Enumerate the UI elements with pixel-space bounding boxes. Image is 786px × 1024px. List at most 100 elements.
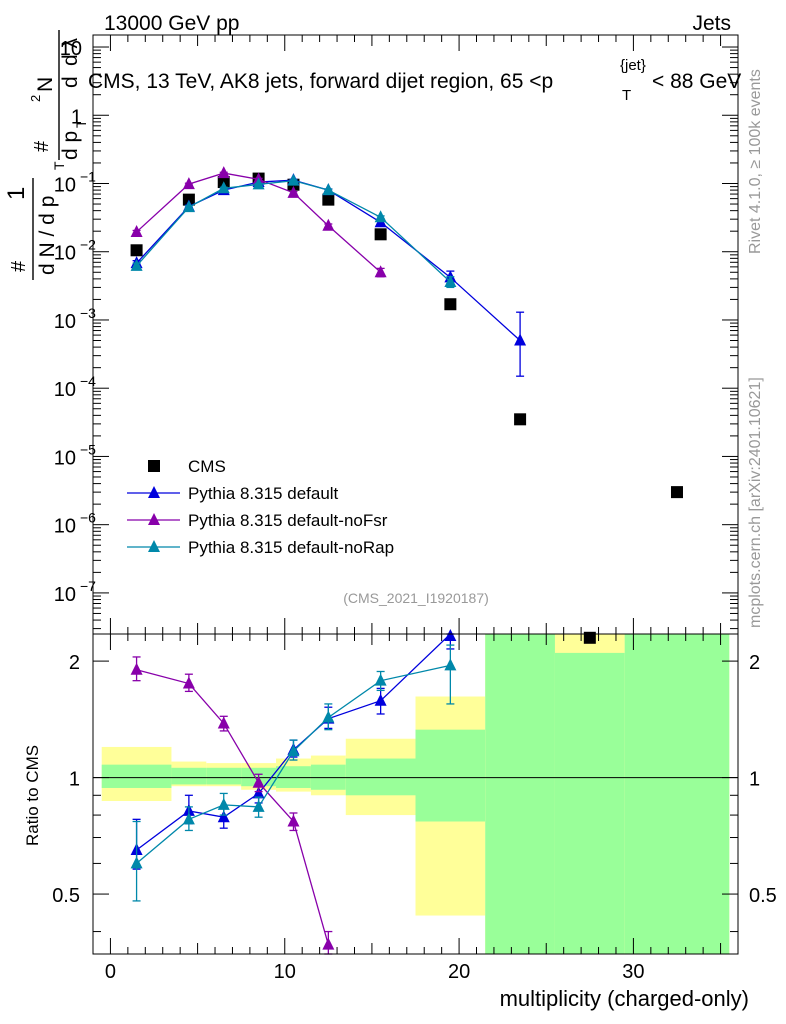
y-tick-label: 10	[54, 447, 76, 469]
y-label-part: d N / d p	[36, 196, 59, 275]
plot-title-superscript: {jet}	[620, 57, 646, 74]
noFsr-data-point	[217, 166, 230, 179]
noRap-ratio-point	[252, 799, 265, 812]
noFsr-ratio-line	[136, 669, 329, 945]
inner-band-bin	[345, 758, 416, 796]
y-tick-label: 10	[54, 243, 76, 265]
noRap-data-point	[130, 258, 143, 271]
legend-noRap-label: Pythia 8.315 default-noRap	[188, 538, 394, 557]
header-right-label: Jets	[692, 12, 731, 35]
ratio-series-layer	[130, 629, 457, 955]
y-tick-label: 10	[54, 174, 76, 196]
rivet-version-label: Rivet 4.1.0, ≥ 100k events	[747, 69, 764, 254]
x-tick-label: 0	[105, 961, 116, 983]
default-ratio-point	[444, 629, 457, 641]
cms-data-point	[670, 486, 683, 499]
y-label-part: d	[59, 76, 82, 88]
inner-band-bin	[485, 634, 555, 954]
noRap-ratio-point	[287, 744, 300, 757]
y-label-part: N	[34, 77, 57, 92]
default-ratio-point	[374, 693, 387, 706]
cms-data-point	[444, 298, 457, 311]
y-label-part: d λ	[59, 37, 82, 66]
cms-data-point	[514, 413, 527, 426]
inner-band-bin	[415, 729, 486, 822]
legend-noFsr-marker	[148, 513, 160, 525]
default-ratio-point	[252, 786, 265, 799]
default-ratio-point	[217, 810, 230, 823]
y-tick-label-exponent: −2	[80, 237, 96, 253]
cms-data-point	[130, 244, 143, 257]
y-tick-label-exponent: −4	[80, 373, 96, 389]
noRap-data-point	[182, 200, 195, 213]
legend-default-label: Pythia 8.315 default	[188, 484, 339, 503]
ratio-y-axis-label: Ratio to CMS	[23, 745, 42, 846]
noRap-data-point	[444, 275, 457, 288]
x-tick-label: 10	[274, 961, 296, 983]
noFsr-ratio-point	[217, 716, 230, 729]
main-y-axis-label: # 1 d N / d p T # d p T d 2 N d λ	[3, 30, 89, 280]
legend-noFsr-label: Pythia 8.315 default-noFsr	[188, 511, 388, 530]
noFsr-data-point	[322, 218, 335, 231]
noFsr-data-point	[287, 185, 300, 198]
inner-band-bin	[171, 767, 207, 785]
y-label-part: #	[8, 260, 30, 272]
ratio-axis-ticks: 0.5 0.51 12 20 10 20 30	[52, 634, 777, 983]
noFsr-ratio-point	[287, 814, 300, 827]
inner-band-bin	[554, 652, 625, 954]
ratio-y-tick-label: 2	[69, 652, 80, 674]
ratio-plot-frame	[92, 633, 739, 955]
ratio-y-tick-label-right: 0.5	[749, 885, 777, 907]
noRap-ratio-point	[130, 856, 143, 869]
analysis-watermark: (CMS_2021_I1920187)	[343, 590, 489, 606]
noRap-data-point	[322, 183, 335, 196]
main-series-layer	[130, 166, 683, 644]
header-left-label: 13000 GeV pp	[104, 12, 239, 35]
y-tick-label: 1	[71, 106, 82, 128]
legend-cms-label: CMS	[188, 457, 226, 476]
y-tick-label: 10	[54, 379, 76, 401]
noFsr-data-point	[130, 224, 143, 237]
noRap-ratio-point	[374, 673, 387, 686]
y-tick-label: 10	[60, 38, 82, 60]
noFsr-ratio-point	[322, 937, 335, 950]
y-label-part: d p	[59, 131, 82, 160]
ratio-y-tick-label: 1	[69, 769, 80, 791]
y-tick-label: 10	[54, 311, 76, 333]
y-tick-label-exponent: −6	[80, 510, 96, 526]
noFsr-ratio-point	[252, 775, 265, 788]
legend-noRap-marker	[148, 540, 160, 552]
plot-title-subscript: T	[622, 87, 631, 104]
noFsr-data-point	[374, 265, 387, 278]
noRap-data-point	[287, 173, 300, 186]
y-label-part: 2	[28, 95, 43, 102]
legend-cms-marker	[148, 460, 160, 472]
default-ratio-line	[136, 633, 451, 851]
x-tick-label: 30	[622, 961, 644, 983]
noRap-data-point	[252, 177, 265, 190]
y-tick-label-exponent: −1	[80, 168, 96, 184]
noRap-ratio-point	[444, 658, 457, 671]
x-tick-label: 20	[448, 961, 470, 983]
ratio-y-tick-label-right: 2	[749, 652, 760, 674]
y-label-part: T	[51, 161, 67, 170]
ratio-y-tick-label-right: 1	[749, 769, 760, 791]
y-tick-label-exponent: −5	[80, 441, 96, 457]
y-tick-label-exponent: −7	[80, 578, 96, 594]
inner-band-bin	[101, 764, 172, 788]
noRap-ratio-point	[322, 710, 335, 723]
noFsr-ratio-point	[182, 676, 195, 689]
noRap-ratio-point	[182, 812, 195, 825]
noRap-data-point	[217, 181, 230, 194]
noFsr-data-point	[182, 177, 195, 190]
plot-title-main: CMS, 13 TeV, AK8 jets, forward dijet reg…	[88, 70, 553, 93]
mcplots-source-label: mcplots.cern.ch [arXiv:2401.10621]	[747, 377, 764, 628]
plot-title: CMS, 13 TeV, AK8 jets, forward dijet reg…	[88, 57, 741, 104]
plot-title-end: < 88 GeV	[652, 70, 741, 93]
legend: CMS Pythia 8.315 default Pythia 8.315 defa…	[127, 457, 394, 557]
y-label-part: 1	[3, 187, 30, 200]
y-tick-label-exponent: −3	[80, 305, 96, 321]
noRap-ratio-line	[136, 664, 451, 864]
